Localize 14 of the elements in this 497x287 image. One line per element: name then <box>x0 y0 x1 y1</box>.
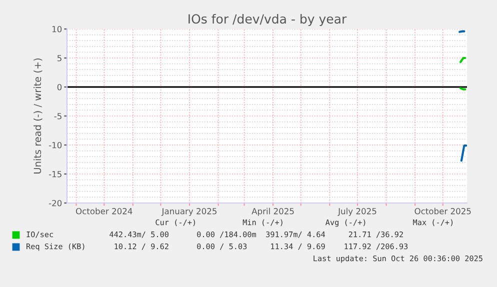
x-tick-label: October 2025 <box>414 208 471 214</box>
y-tick-label: 5 <box>57 55 62 62</box>
x-tick-label: July 2025 <box>338 208 376 216</box>
y-tick-label: -5 <box>54 113 62 120</box>
y-tick-label: -15 <box>48 171 62 178</box>
chart-title: IOs for /dev/vda - by year <box>188 14 347 26</box>
x-tick-label: April 2025 <box>252 208 294 216</box>
y-tick-label: -20 <box>48 200 62 206</box>
y-axis-title: Units read (-) / write (+) <box>34 58 42 174</box>
y-tick-label: -10 <box>48 142 62 148</box>
y-tick-label: 10 <box>52 26 62 32</box>
y-tick-label: 0 <box>57 84 62 90</box>
x-tick-label: October 2024 <box>76 208 132 214</box>
x-tick-label: January 2025 <box>161 208 216 216</box>
